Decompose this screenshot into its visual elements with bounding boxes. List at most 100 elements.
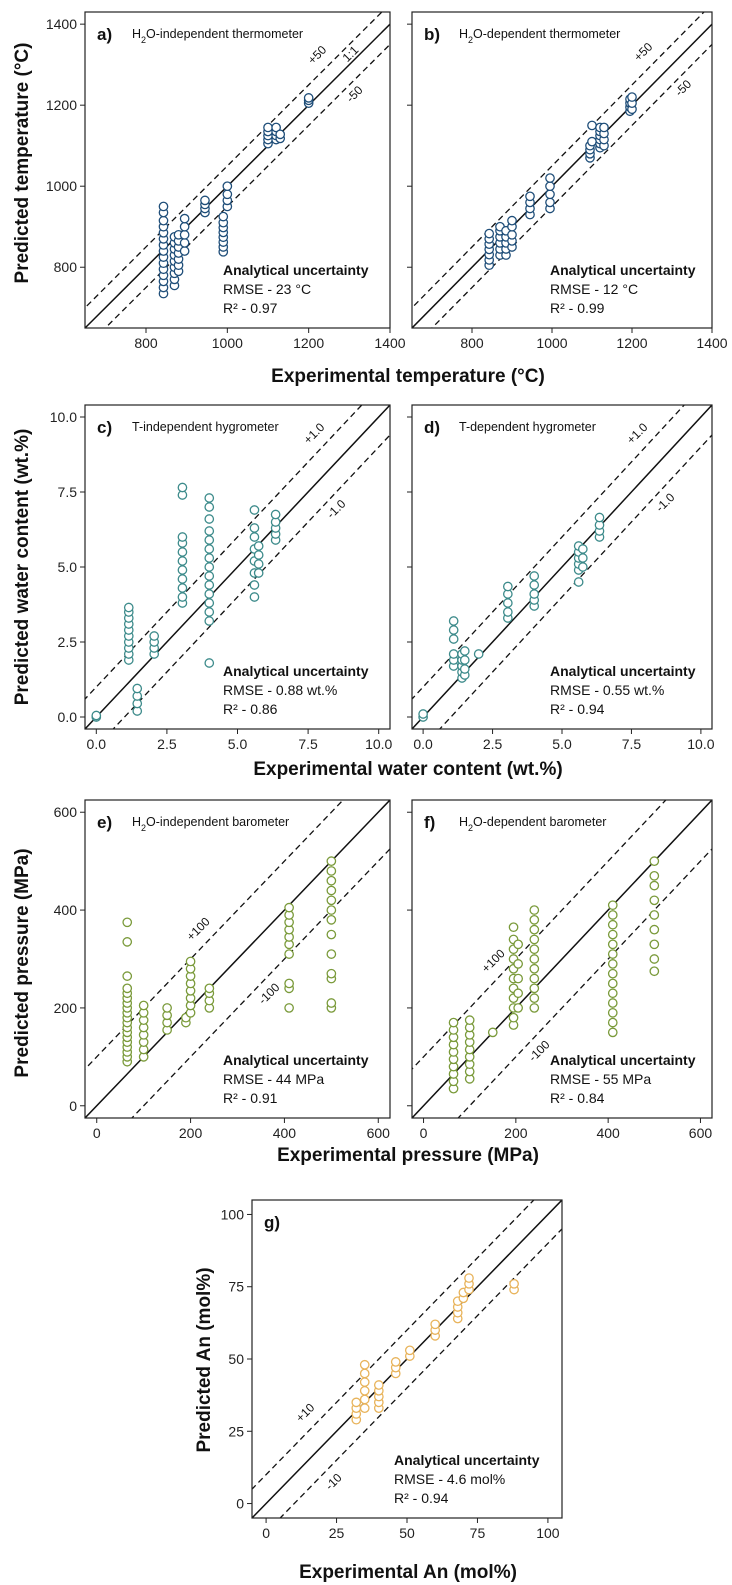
data-point	[529, 954, 540, 964]
data-point	[464, 1273, 474, 1283]
x-tick-label: 5.0	[552, 736, 572, 752]
data-point	[359, 1368, 370, 1379]
x-tick-label: 2.5	[157, 736, 177, 752]
data-point	[513, 988, 524, 999]
data-point	[529, 924, 540, 935]
data-point	[122, 937, 133, 947]
data-point	[545, 181, 555, 192]
rmse-text: RMSE - 55 MPa	[550, 1071, 651, 1087]
data-point	[373, 1380, 384, 1390]
data-point	[303, 93, 314, 103]
data-point	[459, 664, 470, 674]
data-point	[359, 1403, 370, 1413]
data-point	[508, 1012, 519, 1023]
data-point	[218, 211, 229, 222]
data-point	[404, 1345, 415, 1356]
chart-panel-b: 800 1000 1200 1400 b) H2O-dependent thermomet…	[407, 11, 728, 351]
data-point	[204, 571, 215, 581]
plus-offset-line	[412, 12, 705, 309]
data-point	[607, 968, 618, 979]
x-tick-label: 5.0	[228, 736, 248, 752]
data-point	[326, 875, 337, 886]
data-point	[448, 625, 459, 635]
an-x-label: Experimental An (mol%)	[299, 1562, 517, 1583]
pressure-x-label: Experimental pressure (MPa)	[277, 1145, 539, 1166]
data-point	[177, 583, 188, 593]
data-point	[529, 963, 540, 974]
one-to-one-line	[412, 800, 712, 1118]
y-tick-label: 2.5	[58, 634, 78, 650]
data-point	[607, 919, 618, 930]
data-point	[529, 1003, 540, 1013]
stats-heading: Analytical uncertainty	[550, 1052, 696, 1068]
chart-panel-f: 0 200 400 600 f) H2O-dependent barometer Analy…	[407, 799, 713, 1141]
data-point	[607, 929, 618, 940]
data-point	[253, 541, 264, 551]
data-point	[158, 215, 169, 226]
data-point	[529, 589, 540, 599]
rmse-text: RMSE - 23 °C	[223, 281, 311, 297]
r2-text: R² - 0.91	[223, 1090, 278, 1106]
data-point	[177, 547, 188, 557]
one-to-one-line	[85, 800, 390, 1118]
data-point	[418, 709, 428, 719]
data-point	[284, 978, 294, 989]
stats-heading: Analytical uncertainty	[223, 1052, 369, 1068]
data-point	[326, 929, 337, 940]
data-point	[587, 136, 597, 147]
data-point	[204, 616, 215, 626]
data-point	[249, 592, 260, 602]
data-point	[179, 221, 190, 232]
data-point	[607, 978, 618, 989]
data-point	[577, 553, 588, 563]
line-label: -50	[672, 77, 694, 99]
data-point	[122, 917, 133, 928]
line-label: -100	[256, 980, 283, 1007]
y-tick-label: 1400	[46, 16, 77, 32]
data-point	[502, 607, 513, 617]
data-point	[607, 910, 618, 920]
data-point	[359, 1377, 370, 1387]
line-label: +1.0	[301, 420, 328, 447]
minus-offset-line	[279, 1227, 562, 1518]
x-tick-label: 0.0	[87, 736, 107, 752]
panel-label: d)	[424, 418, 440, 437]
data-point	[529, 580, 540, 590]
data-point	[607, 939, 618, 950]
minus-offset-line	[457, 847, 712, 1118]
data-point	[179, 229, 190, 240]
data-point	[179, 246, 190, 256]
line-label: +100	[479, 946, 508, 975]
data-point	[122, 971, 133, 981]
data-point	[271, 122, 281, 133]
x-tick-label: 400	[596, 1125, 620, 1141]
line-label: -50	[343, 83, 365, 105]
y-tick-label: 400	[54, 902, 78, 918]
rmse-text: RMSE - 44 MPa	[223, 1071, 324, 1087]
minus-offset-line	[131, 847, 390, 1118]
plus-offset-line	[85, 12, 383, 309]
data-point	[529, 944, 540, 955]
data-point	[204, 535, 215, 545]
data-point	[484, 228, 495, 239]
line-label: -1.0	[324, 496, 349, 521]
plot-frame	[411, 799, 713, 1119]
y-tick-label: 10.0	[50, 409, 77, 425]
data-point	[508, 922, 519, 933]
x-tick-label: 0	[262, 1525, 270, 1541]
rmse-text: RMSE - 12 °C	[550, 281, 638, 297]
stats-heading: Analytical uncertainty	[223, 663, 369, 679]
y-tick-label: 0.0	[58, 709, 78, 725]
data-point	[359, 1385, 370, 1396]
data-point	[459, 655, 470, 665]
y-tick-label: 7.5	[58, 484, 78, 500]
data-point	[649, 880, 660, 891]
data-point	[529, 983, 540, 994]
data-point	[577, 562, 588, 572]
data-point	[253, 550, 264, 560]
plot-frame	[411, 11, 713, 329]
panel-label: a)	[97, 25, 112, 44]
data-point	[473, 649, 484, 659]
x-tick-label: 200	[504, 1125, 528, 1141]
